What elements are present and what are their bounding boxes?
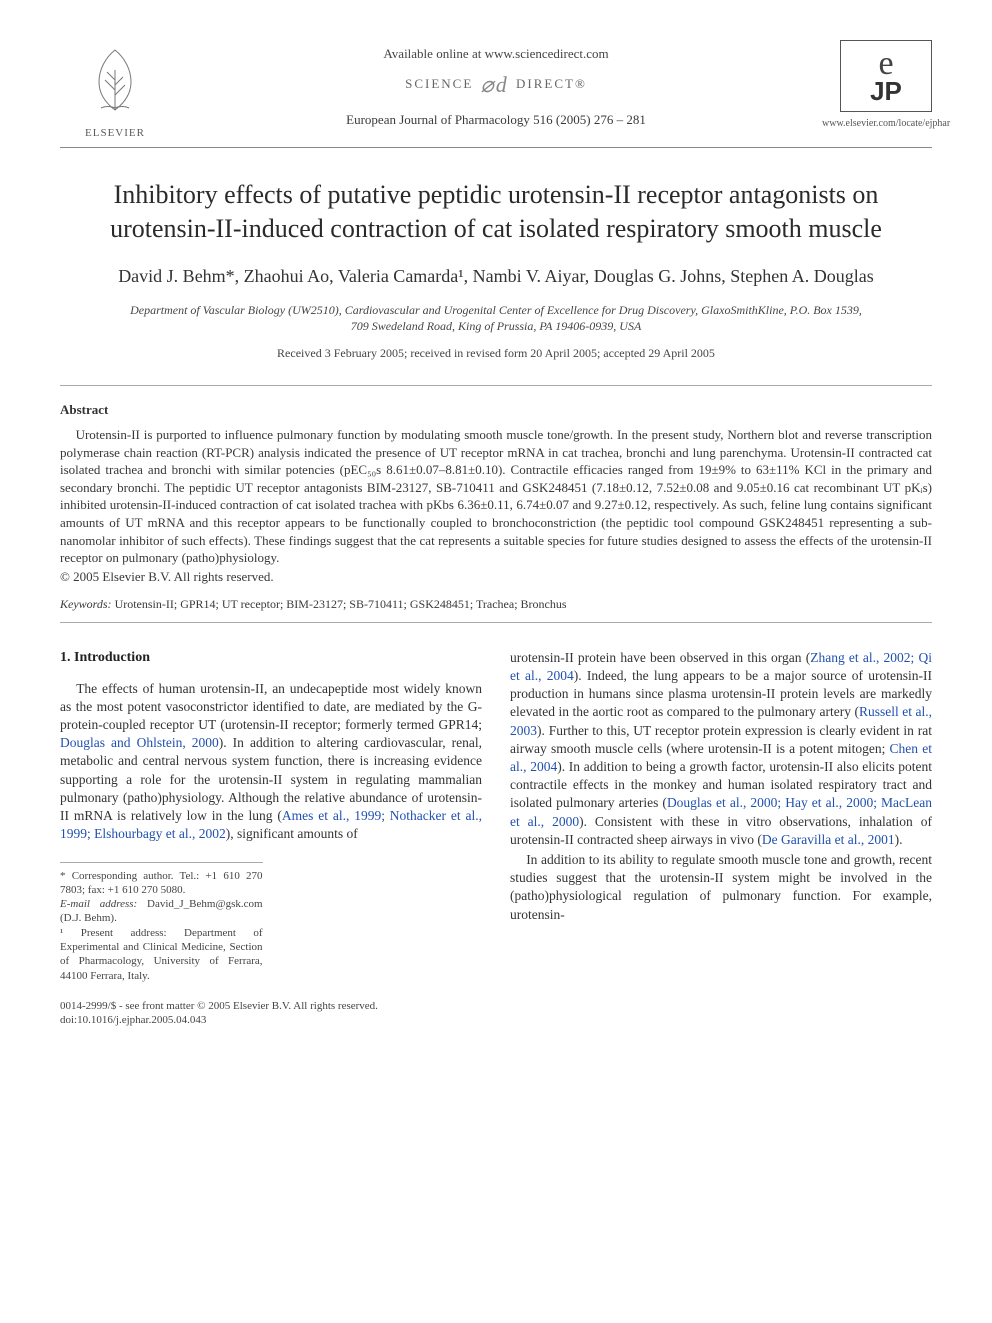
intro-paragraph-1-cont: urotensin-II protein have been observed …	[510, 649, 932, 849]
footnotes-block: * Corresponding author. Tel.: +1 610 270…	[60, 862, 263, 983]
ejp-jp: JP	[870, 80, 902, 103]
ejp-logo-block: e JP www.elsevier.com/locate/ejphar	[822, 40, 932, 129]
citation-link[interactable]: Douglas and Ohlstein, 2000	[60, 735, 219, 750]
citation-link[interactable]: De Garavilla et al., 2001	[762, 832, 895, 847]
ejp-e: e	[878, 49, 893, 80]
abstract-heading: Abstract	[60, 402, 932, 418]
elsevier-logo-block: ELSEVIER	[60, 40, 170, 139]
keywords-line: Keywords: Urotensin-II; GPR14; UT recept…	[60, 597, 932, 612]
keywords-label: Keywords:	[60, 597, 112, 611]
science-direct-logo: SCIENCE ⌀d DIRECT®	[170, 72, 822, 98]
page-container: ELSEVIER Available online at www.science…	[0, 0, 992, 1057]
body-columns: 1. Introduction The effects of human uro…	[60, 649, 932, 1028]
email-line: E-mail address: David_J_Behm@gsk.com (D.…	[60, 897, 263, 926]
article-title: Inhibitory effects of putative peptidic …	[70, 178, 922, 246]
footer-block: 0014-2999/$ - see front matter © 2005 El…	[60, 999, 482, 1028]
sd-right: DIRECT®	[516, 76, 587, 91]
ejp-url: www.elsevier.com/locate/ejphar	[822, 118, 932, 129]
present-address: ¹ Present address: Department of Experim…	[60, 926, 263, 983]
header-rule	[60, 147, 932, 148]
sd-at-icon: ⌀d	[481, 72, 509, 97]
journal-citation: European Journal of Pharmacology 516 (20…	[170, 112, 822, 128]
column-right: urotensin-II protein have been observed …	[510, 649, 932, 1028]
footer-line-1: 0014-2999/$ - see front matter © 2005 El…	[60, 999, 482, 1013]
abstract-top-rule	[60, 385, 932, 386]
elsevier-tree-icon	[75, 40, 155, 120]
intro-text-1a: The effects of human urotensin-II, an un…	[60, 681, 482, 732]
abstract-body: Urotensin-II is purported to influence p…	[60, 426, 932, 566]
copyright-line: © 2005 Elsevier B.V. All rights reserved…	[60, 569, 932, 585]
ejp-logo-icon: e JP	[840, 40, 932, 112]
intro-text-2a: urotensin-II protein have been observed …	[510, 650, 810, 665]
column-left: 1. Introduction The effects of human uro…	[60, 649, 482, 1028]
intro-text-2f: ).	[895, 832, 903, 847]
center-header: Available online at www.sciencedirect.co…	[170, 40, 822, 128]
intro-text-2c: ). Further to this, UT receptor protein …	[510, 723, 932, 756]
corresponding-author: * Corresponding author. Tel.: +1 610 270…	[60, 869, 263, 898]
affiliation: Department of Vascular Biology (UW2510),…	[120, 302, 872, 334]
introduction-heading: 1. Introduction	[60, 649, 482, 668]
keywords-list: Urotensin-II; GPR14; UT receptor; BIM-23…	[115, 597, 567, 611]
header-row: ELSEVIER Available online at www.science…	[60, 40, 932, 139]
intro-text-1c: ), significant amounts of	[226, 826, 358, 841]
email-label: E-mail address:	[60, 898, 137, 910]
authors-line: David J. Behm*, Zhaohui Ao, Valeria Cama…	[60, 264, 932, 288]
available-online-text: Available online at www.sciencedirect.co…	[170, 46, 822, 62]
intro-paragraph-2: In addition to its ability to regulate s…	[510, 851, 932, 924]
intro-paragraph-1: The effects of human urotensin-II, an un…	[60, 680, 482, 844]
article-dates: Received 3 February 2005; received in re…	[60, 346, 932, 361]
abstract-bottom-rule	[60, 622, 932, 623]
sd-left: SCIENCE	[405, 76, 473, 91]
footer-line-2: doi:10.1016/j.ejphar.2005.04.043	[60, 1013, 482, 1027]
elsevier-label: ELSEVIER	[60, 127, 170, 139]
